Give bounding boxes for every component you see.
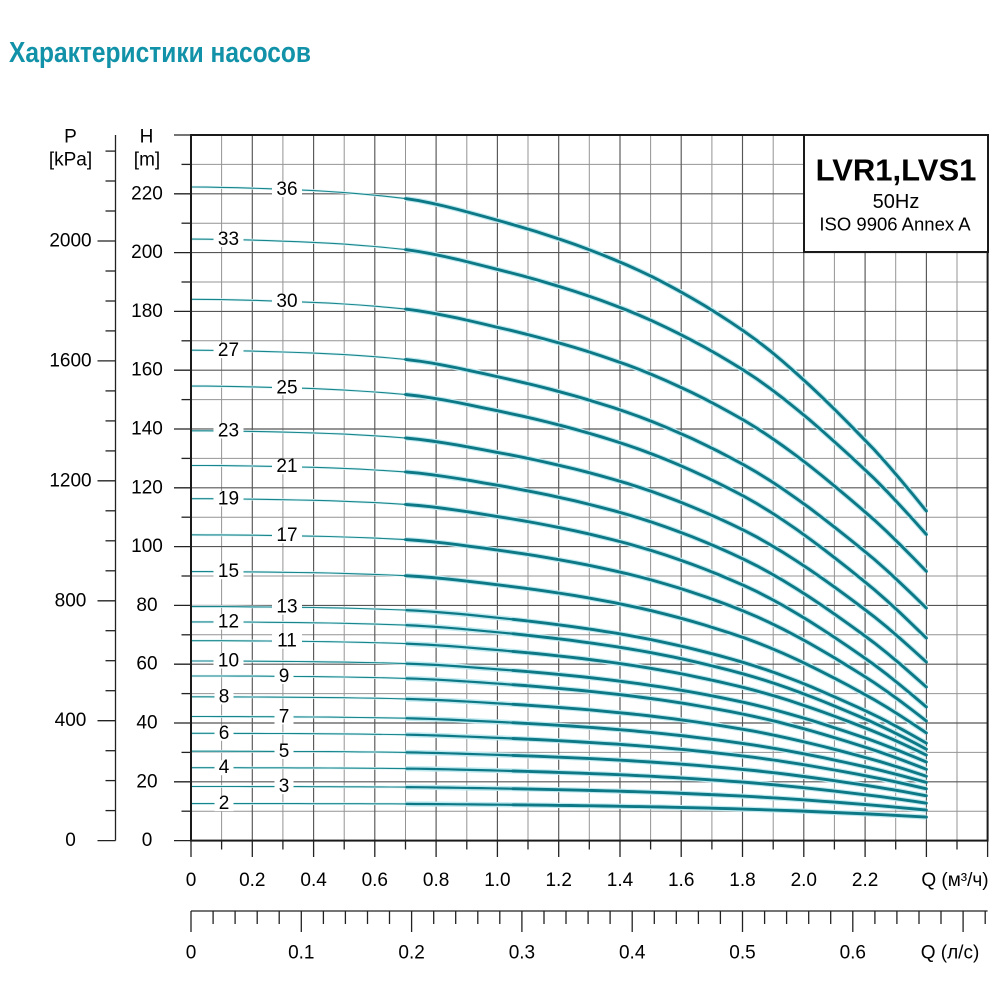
svg-text:60: 60 (136, 654, 157, 675)
svg-text:8: 8 (219, 686, 230, 707)
svg-text:1.8: 1.8 (729, 870, 755, 891)
svg-text:1.4: 1.4 (607, 870, 634, 891)
svg-text:Q (л/с): Q (л/с) (921, 943, 980, 964)
svg-text:17: 17 (276, 525, 297, 546)
svg-text:160: 160 (131, 360, 163, 381)
svg-text:0.8: 0.8 (423, 870, 449, 891)
svg-text:0.4: 0.4 (619, 943, 646, 964)
svg-text:80: 80 (136, 595, 157, 616)
svg-text:3: 3 (279, 776, 290, 797)
svg-text:9: 9 (279, 666, 290, 687)
svg-text:H: H (140, 127, 154, 148)
svg-text:36: 36 (276, 179, 297, 200)
svg-text:0.2: 0.2 (398, 943, 424, 964)
svg-text:0.3: 0.3 (509, 943, 535, 964)
svg-text:Q (м³/ч): Q (м³/ч) (921, 870, 988, 891)
svg-text:800: 800 (55, 590, 87, 611)
svg-text:50Hz: 50Hz (873, 191, 920, 213)
svg-text:1.6: 1.6 (668, 870, 694, 891)
svg-text:2.2: 2.2 (852, 870, 878, 891)
svg-text:5: 5 (279, 741, 290, 762)
svg-text:1.2: 1.2 (545, 870, 571, 891)
svg-text:33: 33 (218, 229, 239, 250)
svg-text:23: 23 (218, 421, 239, 442)
svg-text:11: 11 (277, 631, 297, 652)
svg-text:ISO 9906 Annex A: ISO 9906 Annex A (819, 214, 971, 235)
svg-text:10: 10 (218, 651, 239, 672)
svg-text:1600: 1600 (49, 350, 91, 371)
svg-text:19: 19 (218, 488, 239, 509)
svg-text:25: 25 (276, 377, 297, 398)
svg-text:[m]: [m] (134, 150, 160, 171)
svg-text:27: 27 (218, 340, 239, 361)
svg-text:0.4: 0.4 (300, 870, 327, 891)
svg-text:2000: 2000 (49, 231, 91, 252)
svg-text:180: 180 (131, 301, 163, 322)
svg-text:0.5: 0.5 (729, 943, 755, 964)
svg-text:140: 140 (131, 419, 163, 440)
svg-text:15: 15 (218, 561, 239, 582)
svg-text:1.0: 1.0 (484, 870, 510, 891)
svg-text:[kPa]: [kPa] (49, 150, 92, 171)
svg-text:2: 2 (219, 793, 230, 814)
svg-text:120: 120 (131, 477, 163, 498)
svg-text:1200: 1200 (49, 470, 91, 491)
svg-text:0.2: 0.2 (239, 870, 265, 891)
svg-text:2.0: 2.0 (791, 870, 817, 891)
svg-text:400: 400 (55, 710, 87, 731)
svg-text:0: 0 (186, 870, 197, 891)
svg-text:6: 6 (219, 723, 230, 744)
svg-text:0.6: 0.6 (362, 870, 388, 891)
svg-text:LVR1,LVS1: LVR1,LVS1 (816, 153, 977, 188)
svg-text:20: 20 (136, 771, 157, 792)
svg-text:200: 200 (131, 242, 163, 263)
svg-text:Характеристики насосов: Характеристики насосов (9, 37, 311, 69)
svg-text:0: 0 (65, 830, 76, 851)
svg-text:12: 12 (218, 612, 239, 633)
svg-text:0: 0 (142, 830, 153, 851)
svg-text:220: 220 (131, 183, 163, 204)
svg-text:13: 13 (276, 597, 297, 618)
svg-text:40: 40 (136, 713, 157, 734)
svg-text:0: 0 (186, 943, 197, 964)
svg-text:P: P (64, 127, 77, 148)
svg-text:4: 4 (219, 757, 230, 778)
svg-text:0.1: 0.1 (288, 943, 314, 964)
svg-text:0.6: 0.6 (840, 943, 866, 964)
svg-text:7: 7 (279, 706, 290, 727)
svg-text:30: 30 (276, 291, 297, 312)
svg-text:21: 21 (276, 456, 297, 477)
svg-text:100: 100 (131, 536, 163, 557)
